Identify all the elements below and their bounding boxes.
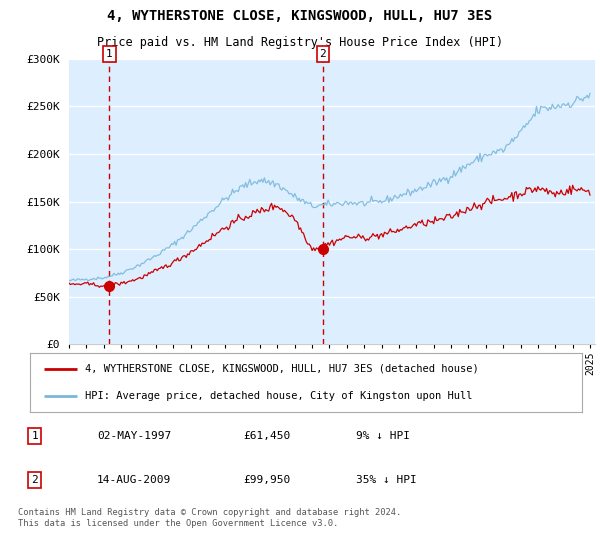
Text: 35% ↓ HPI: 35% ↓ HPI [356, 475, 417, 485]
Text: 14-AUG-2009: 14-AUG-2009 [97, 475, 171, 485]
Text: HPI: Average price, detached house, City of Kingston upon Hull: HPI: Average price, detached house, City… [85, 391, 473, 401]
Text: 1: 1 [32, 431, 38, 441]
Text: 2: 2 [320, 49, 326, 59]
Text: £99,950: £99,950 [244, 475, 291, 485]
Text: £61,450: £61,450 [244, 431, 291, 441]
Text: Contains HM Land Registry data © Crown copyright and database right 2024.
This d: Contains HM Land Registry data © Crown c… [18, 508, 401, 528]
Text: 4, WYTHERSTONE CLOSE, KINGSWOOD, HULL, HU7 3ES (detached house): 4, WYTHERSTONE CLOSE, KINGSWOOD, HULL, H… [85, 363, 479, 374]
Text: 9% ↓ HPI: 9% ↓ HPI [356, 431, 410, 441]
Text: 1: 1 [106, 49, 113, 59]
Text: 02-MAY-1997: 02-MAY-1997 [97, 431, 171, 441]
Text: 2: 2 [32, 475, 38, 485]
Text: Price paid vs. HM Land Registry's House Price Index (HPI): Price paid vs. HM Land Registry's House … [97, 36, 503, 49]
Text: 4, WYTHERSTONE CLOSE, KINGSWOOD, HULL, HU7 3ES: 4, WYTHERSTONE CLOSE, KINGSWOOD, HULL, H… [107, 9, 493, 23]
